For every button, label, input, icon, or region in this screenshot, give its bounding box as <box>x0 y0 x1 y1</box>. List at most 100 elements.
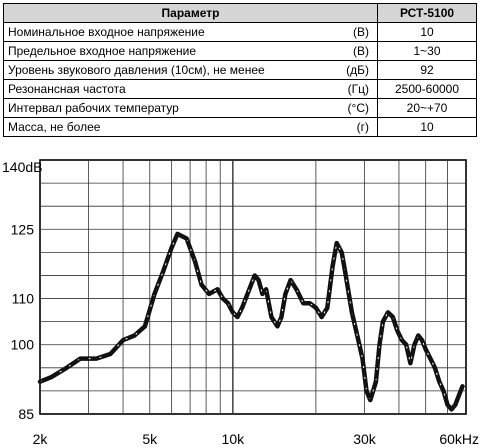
param-value: 2500-60000 <box>377 79 477 99</box>
param-name: Уровень звукового давления (10см), не ме… <box>3 60 334 80</box>
data-point <box>235 315 240 319</box>
data-point <box>460 384 465 388</box>
data-point <box>457 393 461 398</box>
param-value: 92 <box>377 60 477 80</box>
data-point <box>289 278 293 282</box>
data-point <box>253 273 257 278</box>
spec-row: Уровень звукового давления (10см), не ме… <box>3 60 477 80</box>
param-name: Резонансная частота <box>3 79 334 99</box>
param-unit: (В) <box>333 22 379 42</box>
spec-row: Предельное входное напряжение (В) 1~30 <box>3 41 477 61</box>
param-name: Предельное входное напряжение <box>3 41 334 61</box>
data-point <box>245 292 250 296</box>
param-unit: (г) <box>333 117 379 137</box>
data-point <box>381 320 385 324</box>
y-tick-label: 125 <box>11 221 35 237</box>
data-point <box>301 301 305 305</box>
param-unit: (Гц) <box>333 79 379 99</box>
model-header: РСТ-5100 <box>377 3 477 23</box>
data-point <box>78 356 82 361</box>
plot-frame <box>39 159 467 415</box>
data-point <box>437 380 441 384</box>
data-point <box>207 292 211 296</box>
spec-row: Масса, не более (г) 10 <box>3 117 477 137</box>
param-value: 20~+70 <box>377 98 477 118</box>
data-point <box>368 398 372 402</box>
data-point <box>193 260 197 264</box>
data-point <box>260 292 265 296</box>
response-curve <box>37 231 465 412</box>
spec-row: Номинальное входное напряжение (В) 10 <box>3 22 477 42</box>
data-point <box>231 310 235 314</box>
data-point <box>364 389 369 393</box>
data-point <box>143 324 147 328</box>
data-point <box>269 315 274 319</box>
x-tick-label: 2k <box>33 431 49 447</box>
data-point <box>94 356 98 361</box>
data-point <box>360 356 365 361</box>
data-point <box>108 352 113 356</box>
data-point <box>433 366 437 370</box>
data-point <box>377 343 382 347</box>
data-point <box>424 347 428 351</box>
data-point <box>308 301 312 305</box>
data-point <box>175 232 180 236</box>
data-point <box>226 301 230 305</box>
data-point <box>331 264 335 268</box>
data-point <box>199 283 204 287</box>
data-point <box>428 356 432 361</box>
data-point <box>356 338 360 342</box>
data-point <box>404 343 408 347</box>
data-point <box>38 380 42 384</box>
data-point <box>395 329 400 333</box>
spec-row: Интервал рабочих температур (°C) 20~+70 <box>3 98 477 118</box>
data-point <box>335 241 339 245</box>
data-point <box>215 287 220 291</box>
param-name: Масса, не более <box>3 117 334 137</box>
param-name: Интервал рабочих температур <box>3 98 334 118</box>
y-tick-label: 85 <box>18 406 34 422</box>
data-point <box>221 296 225 301</box>
data-point <box>340 250 344 254</box>
param-value: 10 <box>377 22 477 42</box>
data-point <box>386 310 390 314</box>
data-point <box>453 403 457 407</box>
x-tick-label: 30k <box>353 431 377 447</box>
spec-row: Резонансная частота (Гц) 2500-60000 <box>3 79 477 99</box>
data-point <box>420 338 424 342</box>
data-point <box>400 338 404 342</box>
data-point <box>49 375 54 379</box>
data-point <box>350 310 354 314</box>
data-point <box>343 269 347 273</box>
x-tick-label: 5k <box>142 431 158 447</box>
param-value: 1~30 <box>377 41 477 61</box>
data-point <box>240 306 244 310</box>
param-header: Параметр <box>3 3 378 23</box>
data-point <box>185 236 189 241</box>
param-value: 10 <box>377 117 477 137</box>
x-tick-label: 10k <box>222 431 246 447</box>
data-point <box>264 287 268 291</box>
param-name: Номинальное входное напряжение <box>3 22 334 42</box>
data-point <box>374 380 378 384</box>
spec-header-row: Параметр РСТ-5100 <box>3 3 477 23</box>
data-point <box>391 315 395 319</box>
data-point <box>121 338 125 342</box>
data-point <box>445 403 450 407</box>
data-point <box>294 287 299 291</box>
spec-table: Параметр РСТ-5100 Номинальное входное на… <box>3 3 477 137</box>
data-point <box>152 292 157 296</box>
param-unit: (В) <box>333 41 379 61</box>
frequency-response-chart: 85 100 110 125 140dB 2k 5k 10k 30k 60kHz <box>2 159 479 447</box>
data-point <box>441 389 446 393</box>
data-point <box>325 306 329 310</box>
data-point <box>170 246 174 250</box>
data-point <box>132 333 137 338</box>
param-unit: (дБ) <box>333 60 379 80</box>
param-unit: (°C) <box>333 98 379 118</box>
data-point <box>449 407 454 411</box>
data-point <box>283 292 287 296</box>
data-point <box>412 343 416 347</box>
data-point <box>279 315 284 319</box>
data-point <box>314 306 318 310</box>
